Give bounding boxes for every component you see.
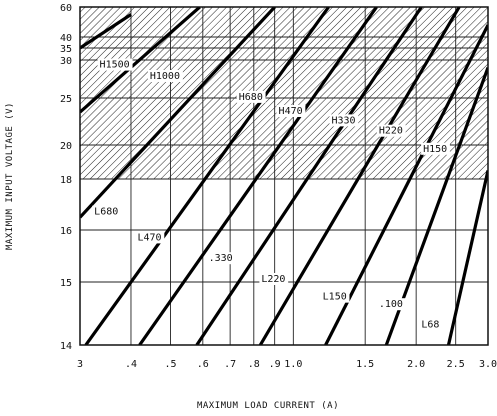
curve-labels: H1500 H1000 H680 H470 H330 H220 H150 L680 L470 .3…: [92, 58, 450, 331]
curve-label-bg-5: [329, 114, 359, 127]
x-tick-label-11: 2.5: [447, 359, 465, 370]
curve-label-bg-13: [376, 298, 406, 311]
y-tick-label-2: 40: [60, 33, 72, 44]
curve-label-l68: L68: [421, 319, 439, 330]
curve-label-bg-10: [206, 252, 236, 265]
series-line-h1500: [80, 13, 132, 50]
x-tick-label-8: 1.0: [284, 359, 302, 370]
x-tick-label-7: .9: [269, 359, 281, 370]
curve-label-h470: H470: [279, 106, 303, 117]
x-tick-label-6: .8: [248, 359, 260, 370]
curve-label-bg-9: [135, 231, 165, 244]
x-tick-label-1: 3: [77, 359, 83, 370]
x-tick-label-4: .6: [197, 359, 209, 370]
x-axis-title: MAXIMUM LOAD CURRENT (A): [197, 401, 339, 411]
curve-label-h1000: H1000: [150, 71, 180, 82]
curve-label-h1500: H1500: [100, 60, 130, 71]
curve-label-l150: L150: [323, 292, 347, 303]
y-tick-label-7: 18: [60, 175, 72, 186]
curve-label-bg-11: [259, 273, 289, 285]
hatched-area-1: [80, 7, 488, 179]
y-tick-label-1: 60: [60, 3, 72, 14]
curve-label-l680: L680: [94, 207, 118, 218]
curve-label-bg-6: [376, 124, 406, 137]
y-axis-title: MAXIMUM INPUT VOLTAGE (V): [5, 102, 15, 250]
curve-label-bg-3: [236, 90, 266, 103]
x-tick-label-9: 1.5: [356, 359, 374, 370]
curve-label-bg-14: [419, 318, 442, 331]
y-tick-label-4: 30: [60, 56, 72, 67]
curve-label-bg-4: [276, 104, 306, 117]
plot-frame: [79, 6, 489, 346]
y-tick-label-10: 14: [60, 341, 72, 352]
curve-label-h220: H220: [379, 126, 403, 137]
series-line-h1000: [80, 7, 201, 114]
y-tick-label-6: 20: [60, 141, 72, 152]
x-tick-label-3: .5: [164, 359, 176, 370]
x-tick-label-12: 3.0: [479, 359, 497, 370]
y-tick-label-5: 25: [60, 94, 72, 105]
curve-label-bg-2: [147, 70, 183, 82]
x-tick-label-10: 2.0: [407, 359, 425, 370]
series-line-h220: [195, 7, 423, 345]
curve-label-l220: L220: [261, 274, 285, 285]
series-line-10: [446, 170, 488, 345]
series-lines: [80, 7, 488, 345]
y-tick-label-9: 15: [60, 278, 72, 289]
curve-label-100: .100: [379, 299, 403, 310]
x-tick-label-5: .7: [224, 359, 236, 370]
series-line-h680: [80, 7, 276, 219]
curve-label-bg-7: [421, 142, 450, 155]
y-tick-label-8: 16: [60, 226, 72, 237]
series-line-8: [324, 24, 488, 345]
curve-label-l470: L470: [137, 232, 161, 243]
curve-label-h680: H680: [239, 92, 263, 103]
series-line-h330: [138, 7, 378, 345]
curve-label-bg-12: [320, 290, 350, 303]
series-line-h150: [258, 7, 461, 345]
x-tick-label-2: .4: [125, 359, 137, 370]
curve-label-h150: H150: [423, 144, 447, 155]
series-line-h470: [84, 7, 330, 345]
y-tick-label-3: 35: [60, 44, 72, 55]
curve-label-bg-1: [97, 58, 133, 71]
curve-label-330: .330: [209, 253, 233, 264]
curve-label-bg-8: [92, 205, 121, 218]
hatched-region: [80, 7, 488, 179]
curve-label-h330: H330: [331, 115, 355, 126]
